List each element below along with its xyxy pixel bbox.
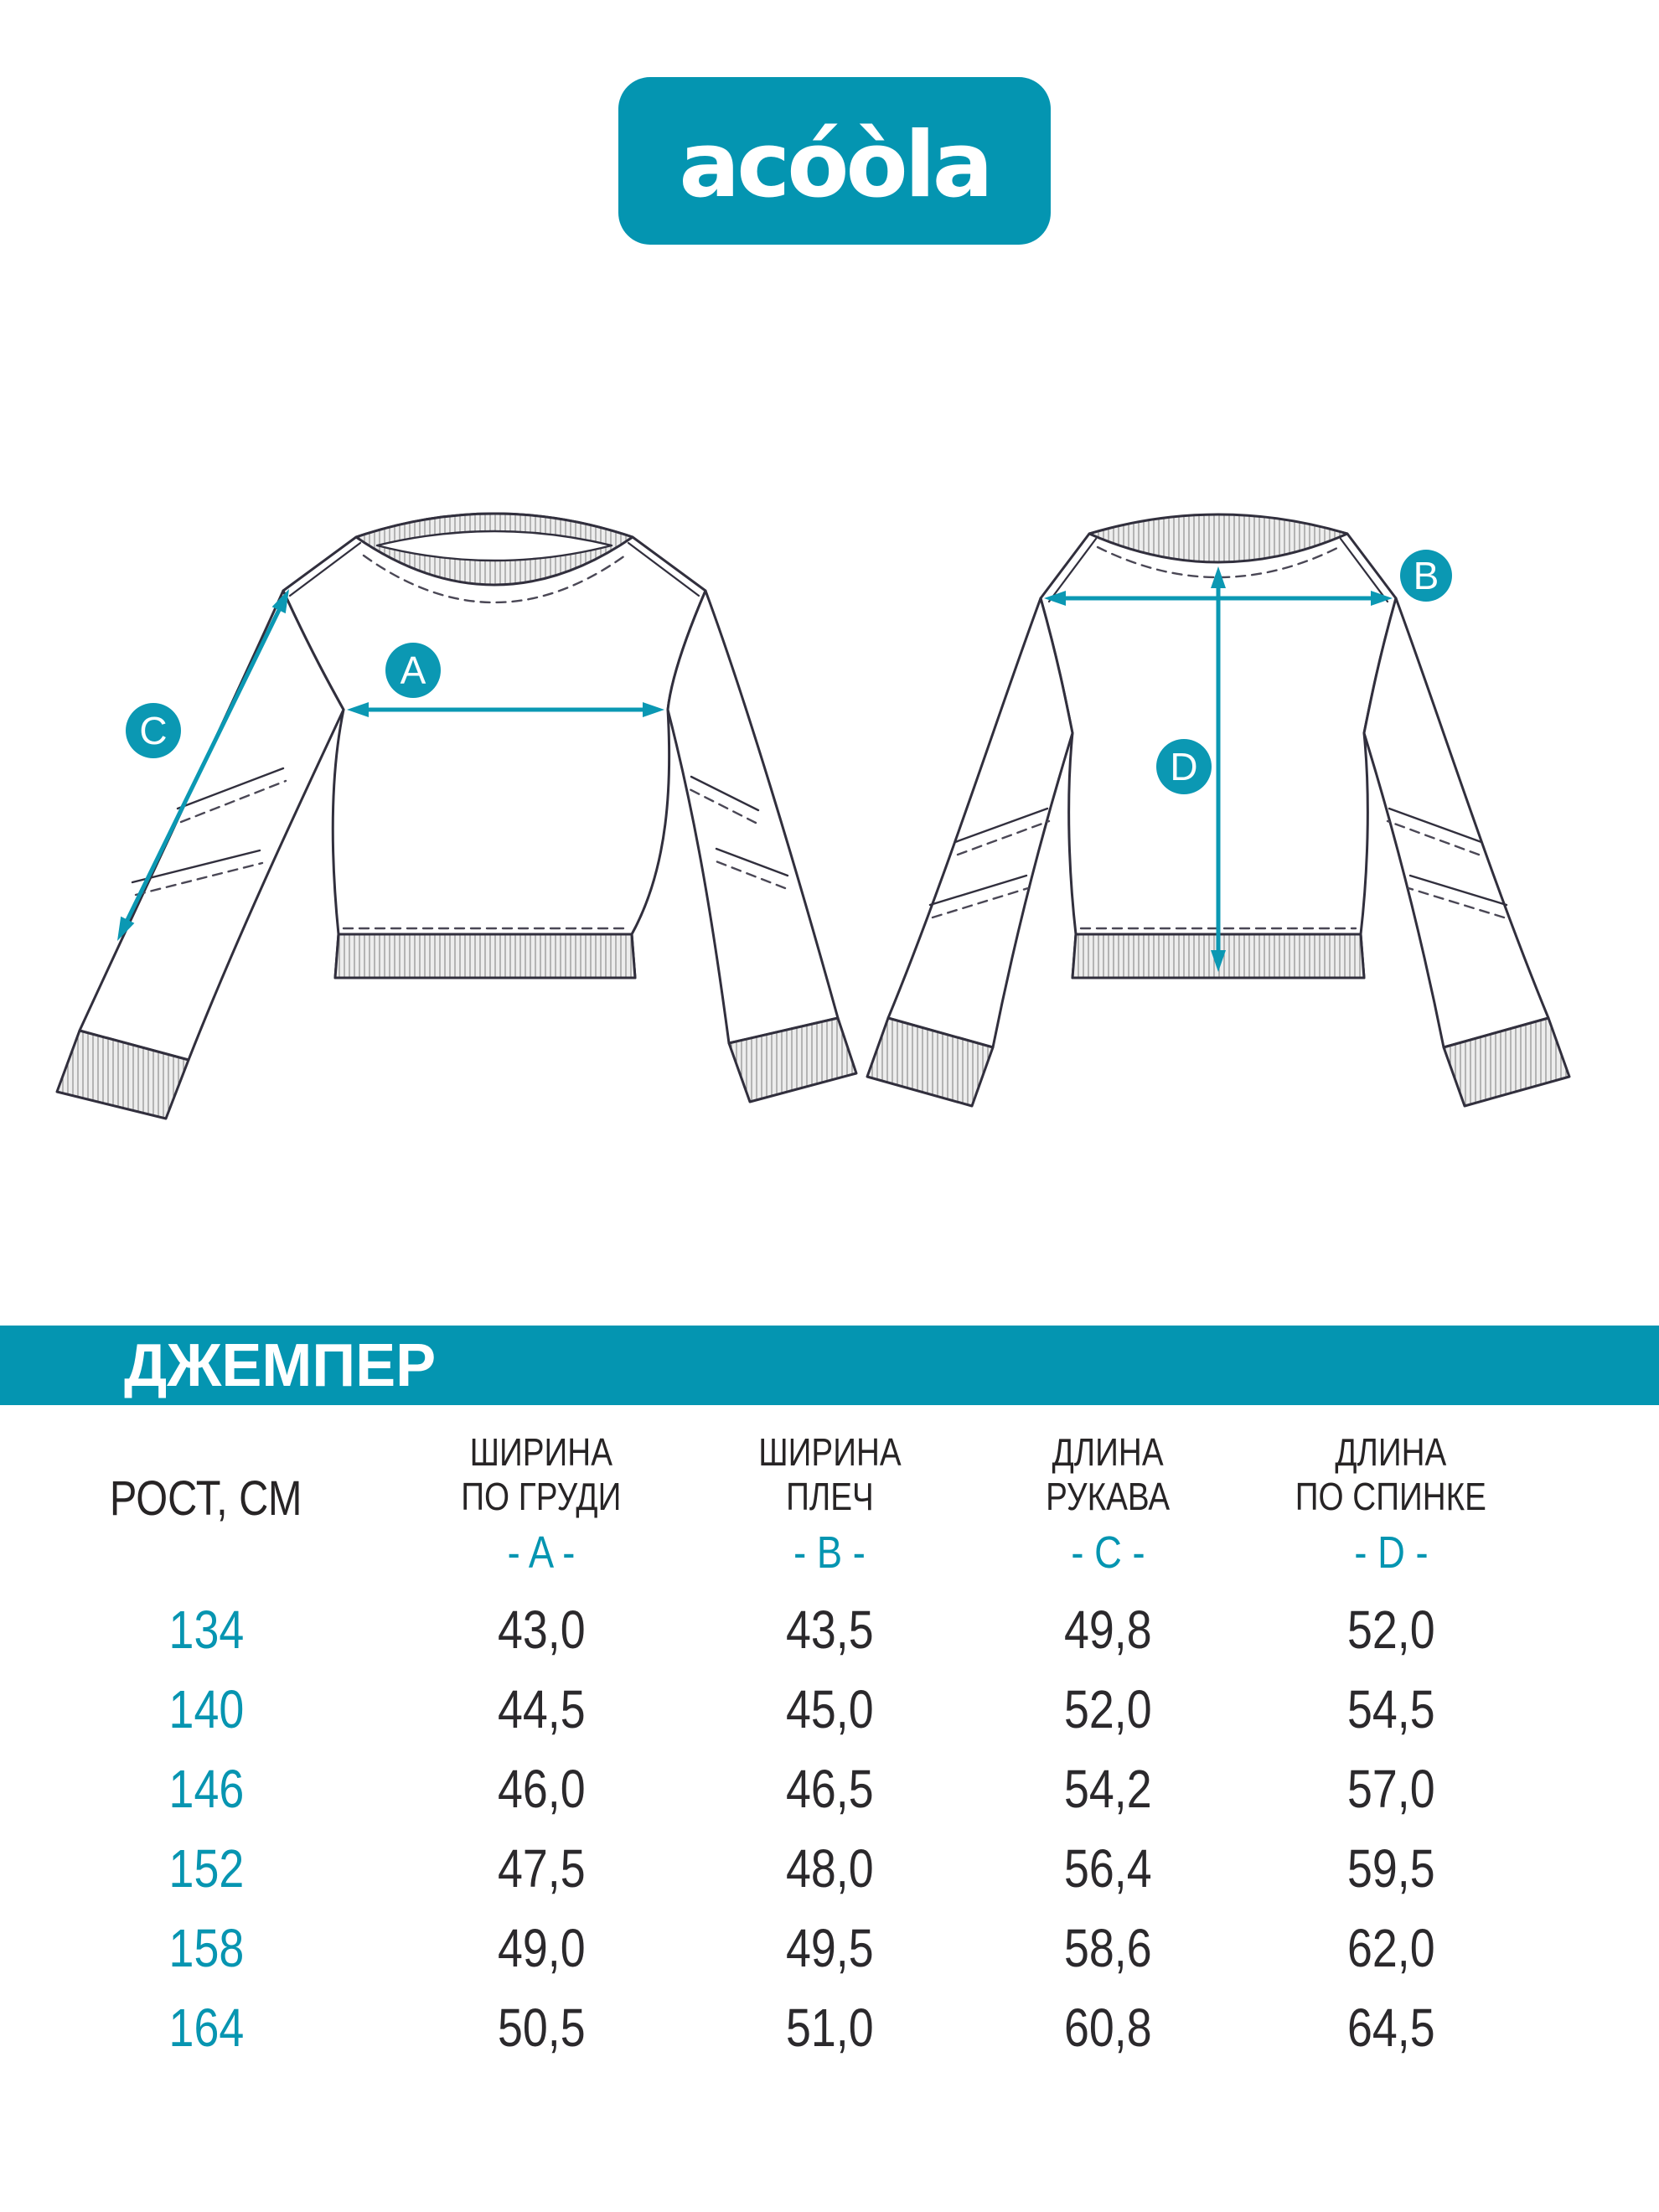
height-column-header: РОСТ, СМ <box>110 1471 302 1526</box>
back-right-cuff <box>1442 1016 1571 1108</box>
table-row-height: 146 <box>168 1759 244 1819</box>
table-cell: 46,0 <box>497 1759 586 1819</box>
table-title: ДЖЕМПЕР <box>124 1331 437 1399</box>
measurement-badges: A C B D <box>126 550 1452 794</box>
table-title-band: ДЖЕМПЕР <box>0 1326 1659 1405</box>
table-cell: 62,0 <box>1346 1918 1435 1978</box>
table-row-height: 152 <box>168 1838 244 1899</box>
table-cell: 47,5 <box>497 1838 586 1899</box>
front-collar-opening <box>375 530 613 562</box>
badge-b: B <box>1400 550 1452 602</box>
badge-a: A <box>385 643 441 698</box>
column-letter-c: - C - <box>1070 1527 1145 1578</box>
table-row-height: 134 <box>168 1600 244 1660</box>
table-row-height: 140 <box>168 1679 244 1739</box>
back-length-arrow <box>1211 566 1226 972</box>
table-cell: 54,5 <box>1346 1679 1435 1739</box>
badge-d-label: D <box>1170 745 1197 788</box>
brand-logo-text: acóòla <box>679 113 990 218</box>
table-cell: 49,8 <box>1063 1600 1152 1660</box>
front-left-cuff <box>55 1029 190 1120</box>
table-cell: 56,4 <box>1063 1838 1152 1899</box>
column-header-d: ДЛИНА ПО СПИНКЕ <box>1295 1430 1487 1518</box>
column-letter-b: - B - <box>793 1527 866 1578</box>
front-right-sleeve <box>666 589 840 1045</box>
table-cell: 49,0 <box>497 1918 586 1978</box>
badge-c: C <box>126 703 181 758</box>
table-cell: 64,5 <box>1346 1998 1435 2058</box>
front-shoulder-seams <box>288 541 700 597</box>
badge-b-label: B <box>1414 554 1439 597</box>
front-view <box>55 512 858 1120</box>
column-header-a: ШИРИНА ПО ГРУДИ <box>461 1430 622 1518</box>
table-cell: 44,5 <box>497 1679 586 1739</box>
table-cell: 60,8 <box>1063 1998 1152 2058</box>
column-header-c: ДЛИНА РУКАВА <box>1045 1430 1171 1518</box>
table-cell: 46,5 <box>785 1759 874 1819</box>
brand-logo: acóòla <box>618 77 1051 245</box>
table-cell: 52,0 <box>1063 1679 1152 1739</box>
column-letter-d: - D - <box>1353 1527 1429 1578</box>
table-cell: 45,0 <box>785 1679 874 1739</box>
back-left-cuff <box>866 1016 995 1108</box>
brand-logo-plate <box>618 77 1051 245</box>
front-left-sleeve <box>78 589 345 1062</box>
table-cell: 57,0 <box>1346 1759 1435 1819</box>
table-cell: 48,0 <box>785 1838 874 1899</box>
table-cell: 43,0 <box>497 1600 586 1660</box>
sleeve-length-arrow <box>117 589 289 941</box>
table-cell: 50,5 <box>497 1998 586 2058</box>
front-stitch-lines <box>134 554 787 930</box>
back-collar-band <box>1088 513 1349 564</box>
front-sleeve-seams <box>131 767 789 884</box>
garment-diagram: A C B D <box>55 512 1571 1120</box>
column-header-b: ШИРИНА ПЛЕЧ <box>757 1430 902 1518</box>
table-cell: 52,0 <box>1346 1600 1435 1660</box>
table-cell: 59,5 <box>1346 1838 1435 1899</box>
front-hem-band <box>333 933 637 979</box>
badge-a-label: A <box>401 649 426 692</box>
back-right-sleeve <box>1362 597 1550 1049</box>
table-row-height: 158 <box>168 1918 244 1978</box>
column-letter-a: - A - <box>507 1527 576 1578</box>
back-left-sleeve <box>886 597 1074 1049</box>
table-cell: 43,5 <box>785 1600 874 1660</box>
table-cell: 49,5 <box>785 1918 874 1978</box>
front-right-cuff <box>727 1016 858 1103</box>
badge-d: D <box>1156 739 1212 794</box>
table-cell: 58,6 <box>1063 1918 1152 1978</box>
table-row-height: 164 <box>168 1998 244 2058</box>
table-cell: 54,2 <box>1063 1759 1152 1819</box>
badge-c-label: C <box>139 709 167 752</box>
back-sleeve-seams <box>928 807 1508 907</box>
measurement-arrows <box>117 566 1393 972</box>
table-cell: 51,0 <box>785 1998 874 2058</box>
back-shoulder-seams <box>1047 537 1389 603</box>
chest-width-arrow <box>347 702 664 717</box>
